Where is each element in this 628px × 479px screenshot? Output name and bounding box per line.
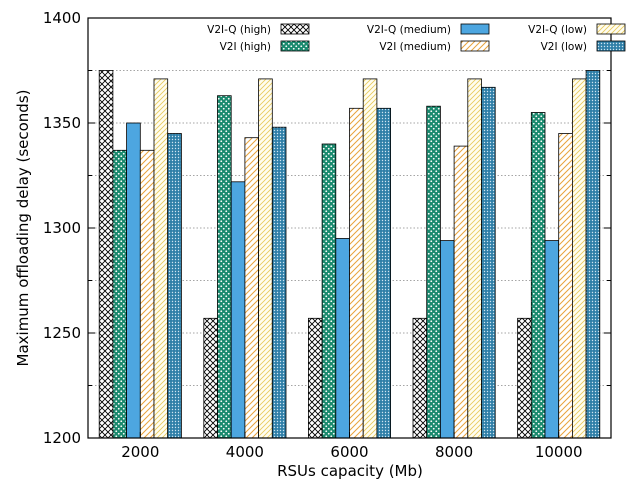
y-tick-label: 1350: [43, 114, 81, 132]
bar: [412, 317, 428, 439]
bar: [362, 78, 378, 439]
legend-label: V2I-Q (low): [528, 24, 587, 36]
bar: [544, 240, 560, 439]
bar: [335, 238, 350, 439]
legend-swatch: [596, 40, 626, 52]
x-tick-label: 8000: [435, 443, 473, 461]
y-tick-label: 1300: [43, 219, 81, 237]
bar: [258, 78, 273, 439]
bar: [376, 107, 391, 439]
bar: [167, 133, 182, 439]
bars: [98, 70, 601, 439]
y-tick-label: 1250: [43, 324, 81, 342]
bar: [230, 181, 246, 439]
axis-ticks: 1200 1250 1300 1350 1400 2000 4000 6000 8000 1000…: [43, 9, 611, 461]
legend-label: V2I (high): [220, 41, 271, 53]
x-tick-label: 6000: [330, 443, 368, 461]
legend-label: V2I (medium): [379, 41, 451, 53]
bar: [572, 78, 587, 439]
bar: [453, 145, 469, 439]
bar: [585, 70, 601, 439]
bar: [112, 149, 128, 439]
bar: [517, 317, 532, 439]
y-tick-label: 1400: [43, 9, 81, 27]
x-tick-label: 2000: [121, 443, 159, 461]
bar: [467, 78, 482, 439]
y-tick-label: 1200: [43, 429, 81, 447]
x-tick-label: 10000: [535, 443, 583, 461]
legend-swatch: [596, 23, 626, 35]
y-axis-title: Maximum offloading delay (seconds): [14, 90, 32, 367]
bar: [203, 317, 218, 439]
legend-swatch: [280, 23, 310, 35]
bar: [98, 70, 114, 439]
legend-swatch: [460, 23, 490, 35]
legend-label: V2I-Q (medium): [367, 24, 451, 36]
bar: [153, 78, 169, 439]
legend: V2I-Q (high) V2I-Q (medium) V2I-Q (low) V2I…: [207, 23, 626, 53]
bar: [530, 112, 546, 439]
legend-label: V2I (low): [541, 41, 587, 53]
x-tick-label: 4000: [226, 443, 264, 461]
legend-swatch: [460, 40, 490, 52]
bar: [439, 240, 455, 439]
bar: [307, 317, 323, 439]
bar: [244, 137, 259, 439]
bar: [321, 143, 337, 439]
legend-swatch: [280, 40, 310, 52]
bar: [426, 105, 441, 439]
bar: [271, 126, 287, 439]
x-axis-title: RSUs capacity (Mb): [277, 462, 423, 479]
bar: [139, 149, 155, 439]
bar: [349, 107, 364, 439]
bar: [558, 133, 573, 439]
legend-label: V2I-Q (high): [207, 24, 271, 36]
bar: [126, 122, 141, 439]
bar: [217, 95, 232, 439]
bar: [481, 86, 496, 439]
